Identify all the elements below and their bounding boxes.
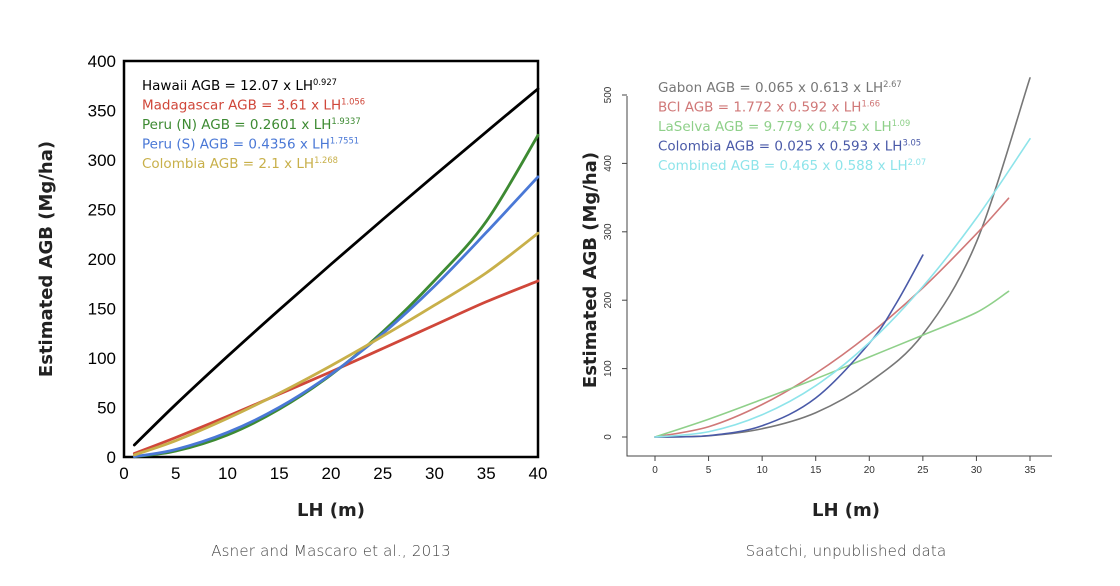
legend-equation: BCI AGB = 1.772 x 0.592 x LH: [658, 100, 861, 116]
right-caption: Saatchi, unpublished data: [745, 542, 947, 560]
right-x-tick-label: 5: [706, 465, 712, 476]
left-legend-entry-madagascar: Madagascar AGB = 3.61 x LH1.056: [142, 97, 365, 114]
right-axis-frame: [626, 96, 1052, 457]
left-legend: Hawaii AGB = 12.07 x LH0.927 Madagascar A…: [142, 77, 365, 172]
left-legend-entry-hawaii: Hawaii AGB = 12.07 x LH0.927: [142, 77, 337, 94]
right-series-line-laselva: [654, 290, 1010, 438]
legend-exponent: 2.07: [908, 157, 927, 167]
right-legend-entry-laselva: LaSelva AGB = 9.779 x 0.475 x LH1.09: [658, 118, 910, 135]
right-x-axis: 0 5 10 15 20 25 30 35: [652, 456, 1036, 476]
right-x-tick-label: 35: [1024, 465, 1036, 476]
left-y-tick-label: 50: [97, 399, 116, 418]
right-legend-entry-combined: Combined AGB = 0.465 x 0.588 x LH2.07: [658, 157, 926, 174]
left-series-lines: [132, 87, 540, 459]
right-x-tick-label: 20: [864, 465, 876, 476]
left-series-line-madagascar: [132, 279, 540, 455]
legend-equation: Colombia AGB = 2.1 x LH: [142, 156, 314, 172]
right-y-tick-label: 200: [603, 291, 614, 308]
legend-exponent: 2.67: [883, 79, 902, 89]
left-legend-entry-colombia: Colombia AGB = 2.1 x LH1.268: [142, 155, 338, 172]
legend-exponent: 1.268: [314, 155, 338, 165]
right-x-tick-label: 0: [652, 465, 658, 476]
left-x-tick-label: 40: [529, 464, 548, 483]
right-x-tick-label: 25: [917, 465, 929, 476]
left-series-line-peru-n: [132, 133, 540, 459]
left-y-tick-label: 0: [107, 448, 116, 467]
right-series-line-combined: [654, 137, 1031, 438]
left-x-axis: 0 5 10 15 20 25 30 35 40: [119, 464, 547, 483]
left-y-tick-label: 300: [88, 151, 116, 170]
legend-equation: Peru (S) AGB = 0.4356 x LH: [142, 137, 330, 153]
legend-exponent: 1.9337: [331, 116, 360, 126]
left-y-tick-label: 250: [88, 201, 116, 220]
left-plot-frame: [122, 59, 540, 459]
left-x-tick-label: 10: [218, 464, 237, 483]
right-series-line-bci: [654, 197, 1010, 438]
left-legend-entry-peru-n: Peru (N) AGB = 0.2601 x LH1.9337: [142, 116, 361, 133]
left-series-line-peru-s: [132, 175, 540, 459]
right-x-tick-label: 10: [757, 465, 769, 476]
right-x-axis-label: LH (m): [812, 500, 880, 521]
right-x-tick-label: 30: [971, 465, 983, 476]
legend-exponent: 0.927: [313, 77, 337, 87]
legend-equation: LaSelva AGB = 9.779 x 0.475 x LH: [658, 119, 892, 135]
left-y-tick-label: 350: [88, 102, 116, 121]
right-y-tick-label: 0: [603, 434, 614, 440]
legend-equation: Gabon AGB = 0.065 x 0.613 x LH: [658, 80, 883, 96]
left-y-axis-label: Estimated AGB (Mg/ha): [36, 141, 57, 377]
left-x-tick-label: 30: [425, 464, 444, 483]
left-x-tick-label: 15: [270, 464, 289, 483]
right-y-tick-label: 400: [603, 155, 614, 172]
legend-exponent: 3.05: [902, 138, 921, 148]
right-x-tick-label: 15: [810, 465, 822, 476]
left-caption: Asner and Mascaro et al., 2013: [211, 542, 451, 560]
legend-exponent: 1.056: [341, 97, 365, 107]
legend-exponent: 1.09: [892, 118, 911, 128]
legend-equation: Combined AGB = 0.465 x 0.588 x LH: [658, 158, 908, 174]
left-x-tick-label: 0: [119, 464, 128, 483]
right-y-axis-label: Estimated AGB (Mg/ha): [580, 152, 601, 388]
legend-equation: Colombia AGB = 0.025 x 0.593 x LH: [658, 139, 902, 155]
right-series-lines: [654, 77, 1031, 438]
right-series-line-colombia: [654, 254, 924, 438]
right-legend-entry-colombia: Colombia AGB = 0.025 x 0.593 x LH3.05: [658, 138, 921, 155]
legend-exponent: 1.7551: [330, 136, 359, 146]
left-y-tick-label: 150: [88, 300, 116, 319]
left-series-line-hawaii: [132, 87, 540, 447]
right-legend-entry-gabon: Gabon AGB = 0.065 x 0.613 x LH2.67: [658, 79, 902, 96]
legend-equation: Madagascar AGB = 3.61 x LH: [142, 98, 341, 114]
right-legend-entry-bci: BCI AGB = 1.772 x 0.592 x LH1.66: [658, 99, 880, 116]
left-y-tick-label: 200: [88, 250, 116, 269]
left-y-tick-label: 400: [88, 52, 116, 71]
left-y-axis: 0 50 100 150 200 250 300 350 400: [88, 52, 116, 467]
left-x-axis-label: LH (m): [297, 500, 365, 521]
left-series-line-colombia: [132, 231, 540, 457]
left-x-tick-label: 20: [322, 464, 341, 483]
legend-exponent: 1.66: [861, 99, 880, 109]
left-x-tick-label: 35: [477, 464, 496, 483]
right-y-tick-label: 300: [603, 223, 614, 240]
left-chart: 0 50 100 150 200 250 300 350 400 0 5 10 15 20 25 30 35 4…: [36, 52, 547, 521]
right-y-axis: 0 100 200 300 400 500: [603, 86, 627, 440]
right-chart: 0 100 200 300 400 500 0 5 10 15 20 25 30 35 Gabon AG…: [580, 77, 1052, 521]
left-legend-entry-peru-s: Peru (S) AGB = 0.4356 x LH1.7551: [142, 136, 359, 153]
right-y-tick-label: 100: [603, 360, 614, 377]
legend-equation: Hawaii AGB = 12.07 x LH: [142, 78, 313, 94]
left-x-tick-label: 25: [373, 464, 392, 483]
legend-equation: Peru (N) AGB = 0.2601 x LH: [142, 117, 331, 133]
left-y-tick-label: 100: [88, 349, 116, 368]
right-y-tick-label: 500: [603, 86, 614, 103]
left-x-tick-label: 5: [171, 464, 180, 483]
